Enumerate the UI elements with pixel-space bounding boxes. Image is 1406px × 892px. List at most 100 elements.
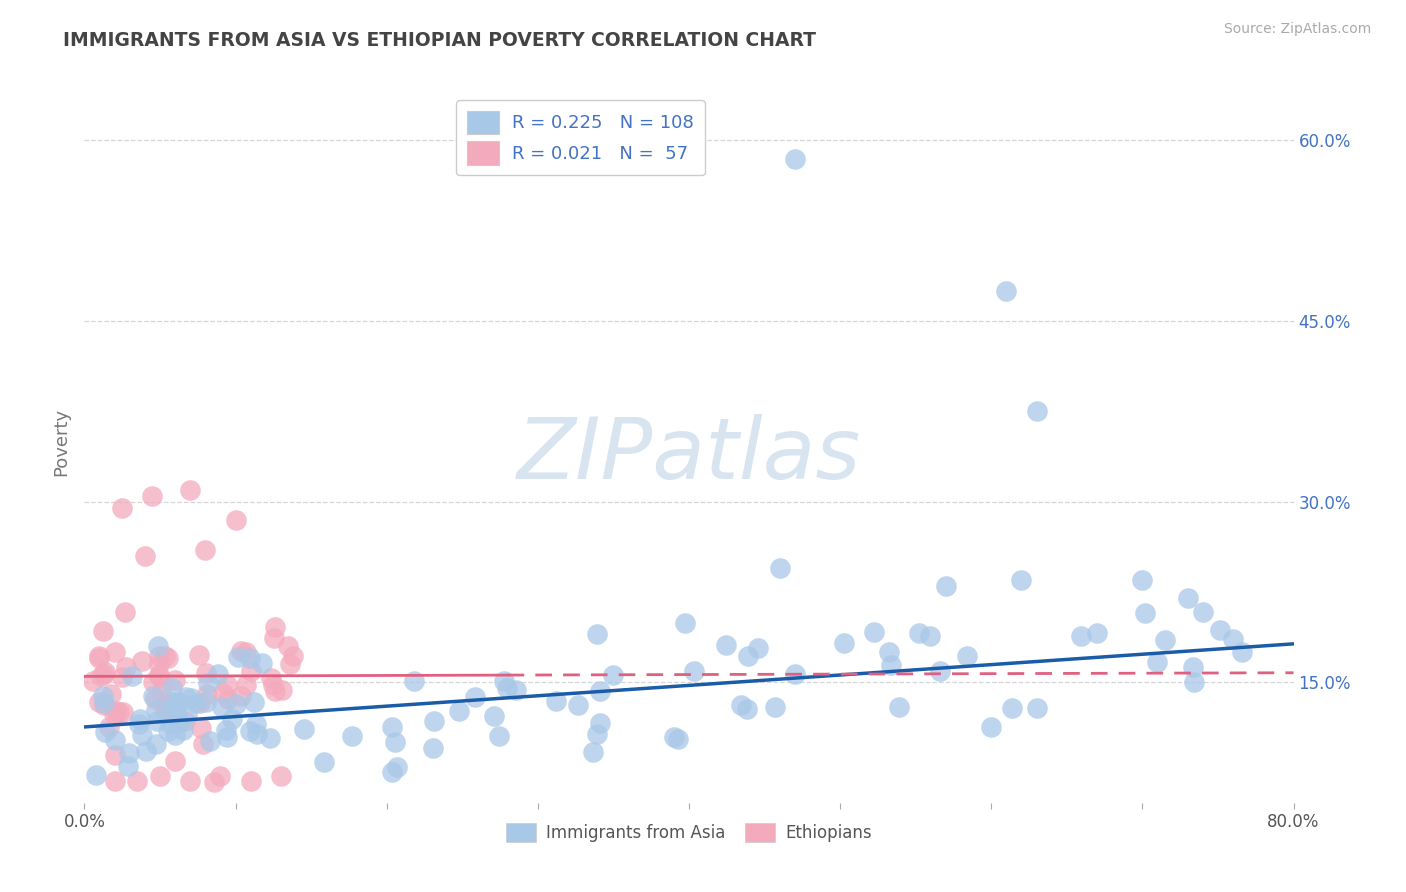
Point (1230, 645, 1253, 659)
Point (142, 674, 165, 689)
Point (93, 690, 115, 704)
Point (162, 695, 184, 709)
Point (342, 729, 364, 743)
Point (422, 741, 444, 756)
Point (505, 683, 527, 698)
Point (145, 737, 167, 751)
Point (546, 694, 568, 708)
Point (270, 769, 292, 783)
Point (114, 605, 136, 619)
Point (141, 489, 163, 503)
Point (108, 705, 131, 719)
Point (104, 733, 127, 747)
Point (121, 668, 143, 682)
Point (163, 728, 186, 742)
Point (384, 735, 406, 749)
Point (666, 731, 689, 746)
Point (94, 665, 117, 680)
Point (153, 704, 176, 718)
Point (82, 674, 104, 689)
Point (918, 629, 941, 643)
Point (155, 698, 177, 712)
Point (1070, 629, 1092, 643)
Point (270, 683, 292, 698)
Point (422, 714, 444, 728)
Point (180, 691, 202, 706)
Point (586, 627, 609, 641)
Point (380, 720, 402, 734)
Point (148, 657, 170, 672)
Point (980, 720, 1002, 734)
Point (488, 729, 510, 743)
Point (111, 705, 134, 719)
Point (90, 669, 112, 683)
Point (159, 716, 181, 731)
Point (217, 730, 239, 744)
Point (239, 664, 262, 678)
Point (250, 656, 273, 670)
Point (167, 716, 190, 731)
Point (783, 152, 806, 166)
Point (1011, 573, 1033, 587)
Point (215, 678, 238, 692)
Point (93, 666, 115, 681)
Point (148, 648, 170, 663)
Point (159, 701, 181, 715)
Point (262, 678, 284, 692)
Point (585, 726, 607, 740)
Point (104, 704, 127, 718)
Point (129, 712, 152, 726)
Y-axis label: Poverty: Poverty (52, 408, 70, 475)
Point (157, 724, 180, 739)
Point (142, 689, 165, 703)
Point (166, 707, 188, 722)
Point (264, 684, 287, 698)
Point (259, 731, 281, 745)
Point (226, 650, 249, 665)
Point (277, 639, 299, 653)
Point (879, 658, 901, 673)
Point (195, 686, 218, 700)
Point (482, 709, 505, 723)
Point (100, 687, 122, 701)
Point (186, 696, 208, 710)
Point (887, 700, 910, 714)
Point (877, 645, 900, 659)
Point (211, 700, 233, 714)
Point (747, 640, 769, 655)
Point (190, 722, 212, 736)
Point (263, 620, 285, 634)
Point (1025, 700, 1047, 714)
Point (103, 706, 125, 721)
Point (131, 727, 153, 741)
Point (714, 638, 737, 652)
Point (225, 697, 247, 711)
Point (94, 725, 117, 739)
Point (1085, 625, 1108, 640)
Point (281, 649, 304, 664)
Point (179, 774, 201, 789)
Point (589, 715, 612, 730)
Point (160, 681, 183, 696)
Point (730, 698, 752, 713)
Point (263, 631, 285, 645)
Point (114, 660, 136, 674)
Point (995, 284, 1018, 298)
Point (496, 681, 519, 696)
Point (1177, 591, 1199, 606)
Point (242, 695, 264, 709)
Point (202, 775, 225, 789)
Text: Source: ZipAtlas.com: Source: ZipAtlas.com (1223, 22, 1371, 37)
Point (145, 703, 167, 717)
Point (1025, 404, 1047, 418)
Point (1192, 605, 1215, 619)
Point (231, 644, 253, 658)
Point (172, 723, 194, 737)
Point (225, 513, 247, 527)
Point (589, 684, 612, 698)
Point (209, 769, 232, 783)
Point (832, 635, 855, 649)
Point (179, 483, 201, 497)
Point (682, 664, 704, 678)
Point (246, 727, 269, 741)
